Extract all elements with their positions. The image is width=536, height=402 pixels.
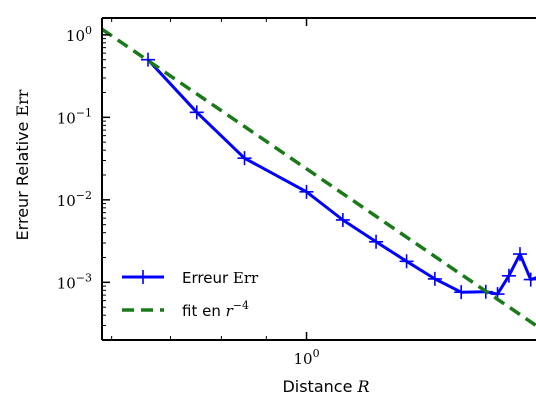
plot-area (102, 18, 536, 340)
y-axis-label: Erreur Relative Err (13, 89, 32, 240)
y-tick-label: 10−2 (57, 189, 92, 210)
data-point (501, 268, 516, 283)
data-point (512, 247, 527, 262)
legend-label-erreur: Erreur Err (182, 269, 259, 287)
series-layer (102, 27, 536, 327)
ticks-layer: 100 10−1 10−2 10−3 100 (57, 18, 320, 368)
legend-marker (136, 270, 150, 284)
x-axis-label: Distance R (282, 377, 369, 396)
y-tick-label: 10−1 (57, 106, 92, 127)
legend: Erreur Err fit en r−4 (122, 269, 259, 320)
data-point (369, 234, 384, 249)
series-line-1 (102, 27, 536, 327)
data-point (454, 285, 469, 300)
data-point (189, 105, 204, 120)
legend-label-fit: fit en r−4 (182, 299, 249, 320)
data-point (523, 272, 536, 287)
data-point (141, 52, 156, 67)
data-point (335, 212, 350, 227)
data-point (237, 151, 252, 166)
x-tick-label: 100 (293, 347, 319, 368)
y-tick-label: 100 (66, 24, 92, 45)
data-point (299, 184, 314, 199)
data-point (427, 271, 442, 286)
data-point (399, 254, 414, 269)
y-tick-label: 10−3 (57, 271, 92, 292)
